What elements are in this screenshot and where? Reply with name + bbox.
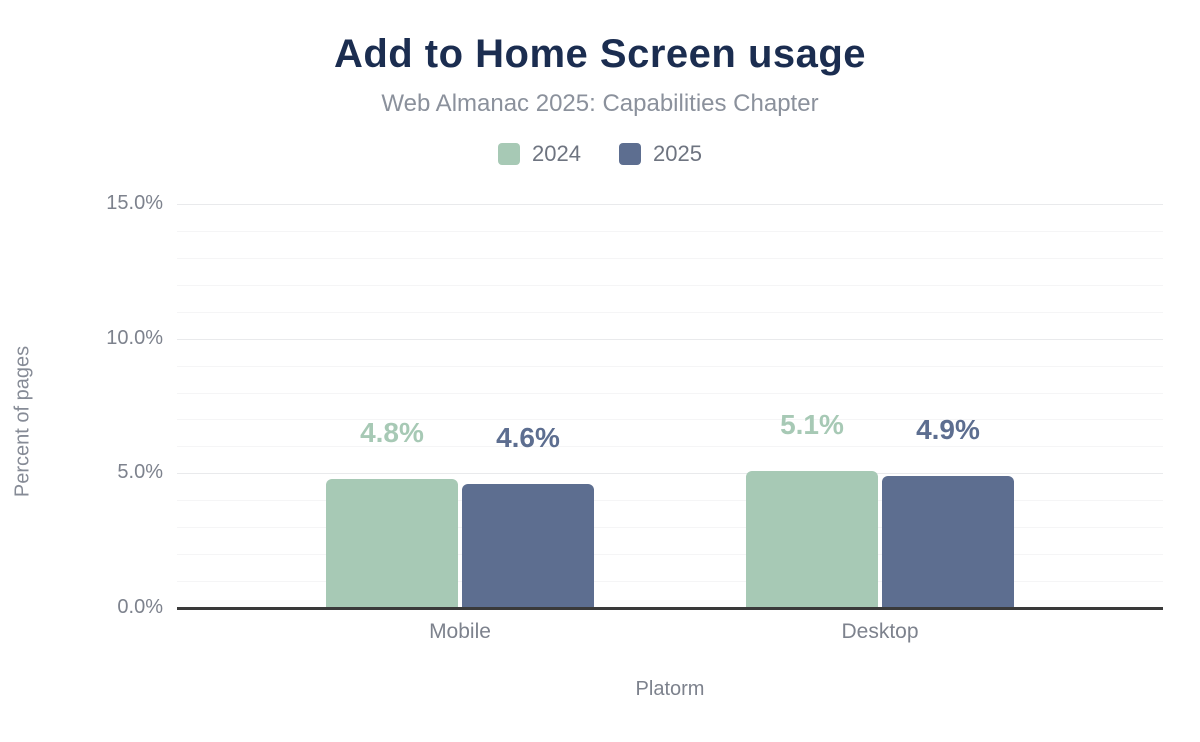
legend-label: 2025 xyxy=(653,141,702,166)
minor-gridline xyxy=(177,419,1163,420)
legend-swatch-icon xyxy=(619,143,641,165)
bar-mobile-2024 xyxy=(326,479,458,608)
x-tick-label-desktop: Desktop xyxy=(841,620,919,643)
chart-title: Add to Home Screen usage xyxy=(333,32,867,76)
x-axis-title: Platorm xyxy=(635,678,705,700)
minor-gridline xyxy=(177,393,1163,394)
minor-gridline xyxy=(177,500,1163,501)
y-tick-label: 0.0% xyxy=(117,596,163,618)
minor-gridline xyxy=(177,554,1163,555)
bar-desktop-2025 xyxy=(882,476,1014,608)
legend-item-2025: 2025 xyxy=(619,141,702,167)
bar-value-label-mobile-2025: 4.6% xyxy=(496,422,560,453)
x-axis-line xyxy=(177,607,1163,610)
minor-gridline xyxy=(177,231,1163,232)
bar-value-label-desktop-2025: 4.9% xyxy=(916,414,980,445)
x-tick-label-mobile: Mobile xyxy=(429,620,491,643)
legend-label: 2024 xyxy=(532,141,581,166)
legend-swatch-icon xyxy=(498,143,521,165)
minor-gridline xyxy=(177,312,1163,313)
minor-gridline xyxy=(177,581,1163,582)
minor-gridline xyxy=(177,527,1163,528)
legend: 2024 2025 xyxy=(0,141,1200,167)
minor-gridline xyxy=(177,366,1163,367)
y-axis-title: Percent of pages xyxy=(11,345,34,498)
chart-subtitle: Web Almanac 2025: Capabilities Chapter xyxy=(381,90,819,117)
major-gridline xyxy=(177,204,1163,205)
minor-gridline xyxy=(177,258,1163,259)
y-tick-label: 5.0% xyxy=(117,461,163,483)
legend-item-2024: 2024 xyxy=(498,141,581,167)
bar-desktop-2024 xyxy=(746,471,878,608)
major-gridline xyxy=(177,473,1163,474)
major-gridline xyxy=(177,339,1163,340)
y-tick-label: 10.0% xyxy=(106,327,163,349)
bar-mobile-2025 xyxy=(462,484,594,608)
minor-gridline xyxy=(177,285,1163,286)
bar-value-label-mobile-2024: 4.8% xyxy=(360,417,424,448)
y-tick-label: 15.0% xyxy=(106,192,163,214)
minor-gridline xyxy=(177,446,1163,447)
bar-value-label-desktop-2024: 5.1% xyxy=(780,409,844,440)
